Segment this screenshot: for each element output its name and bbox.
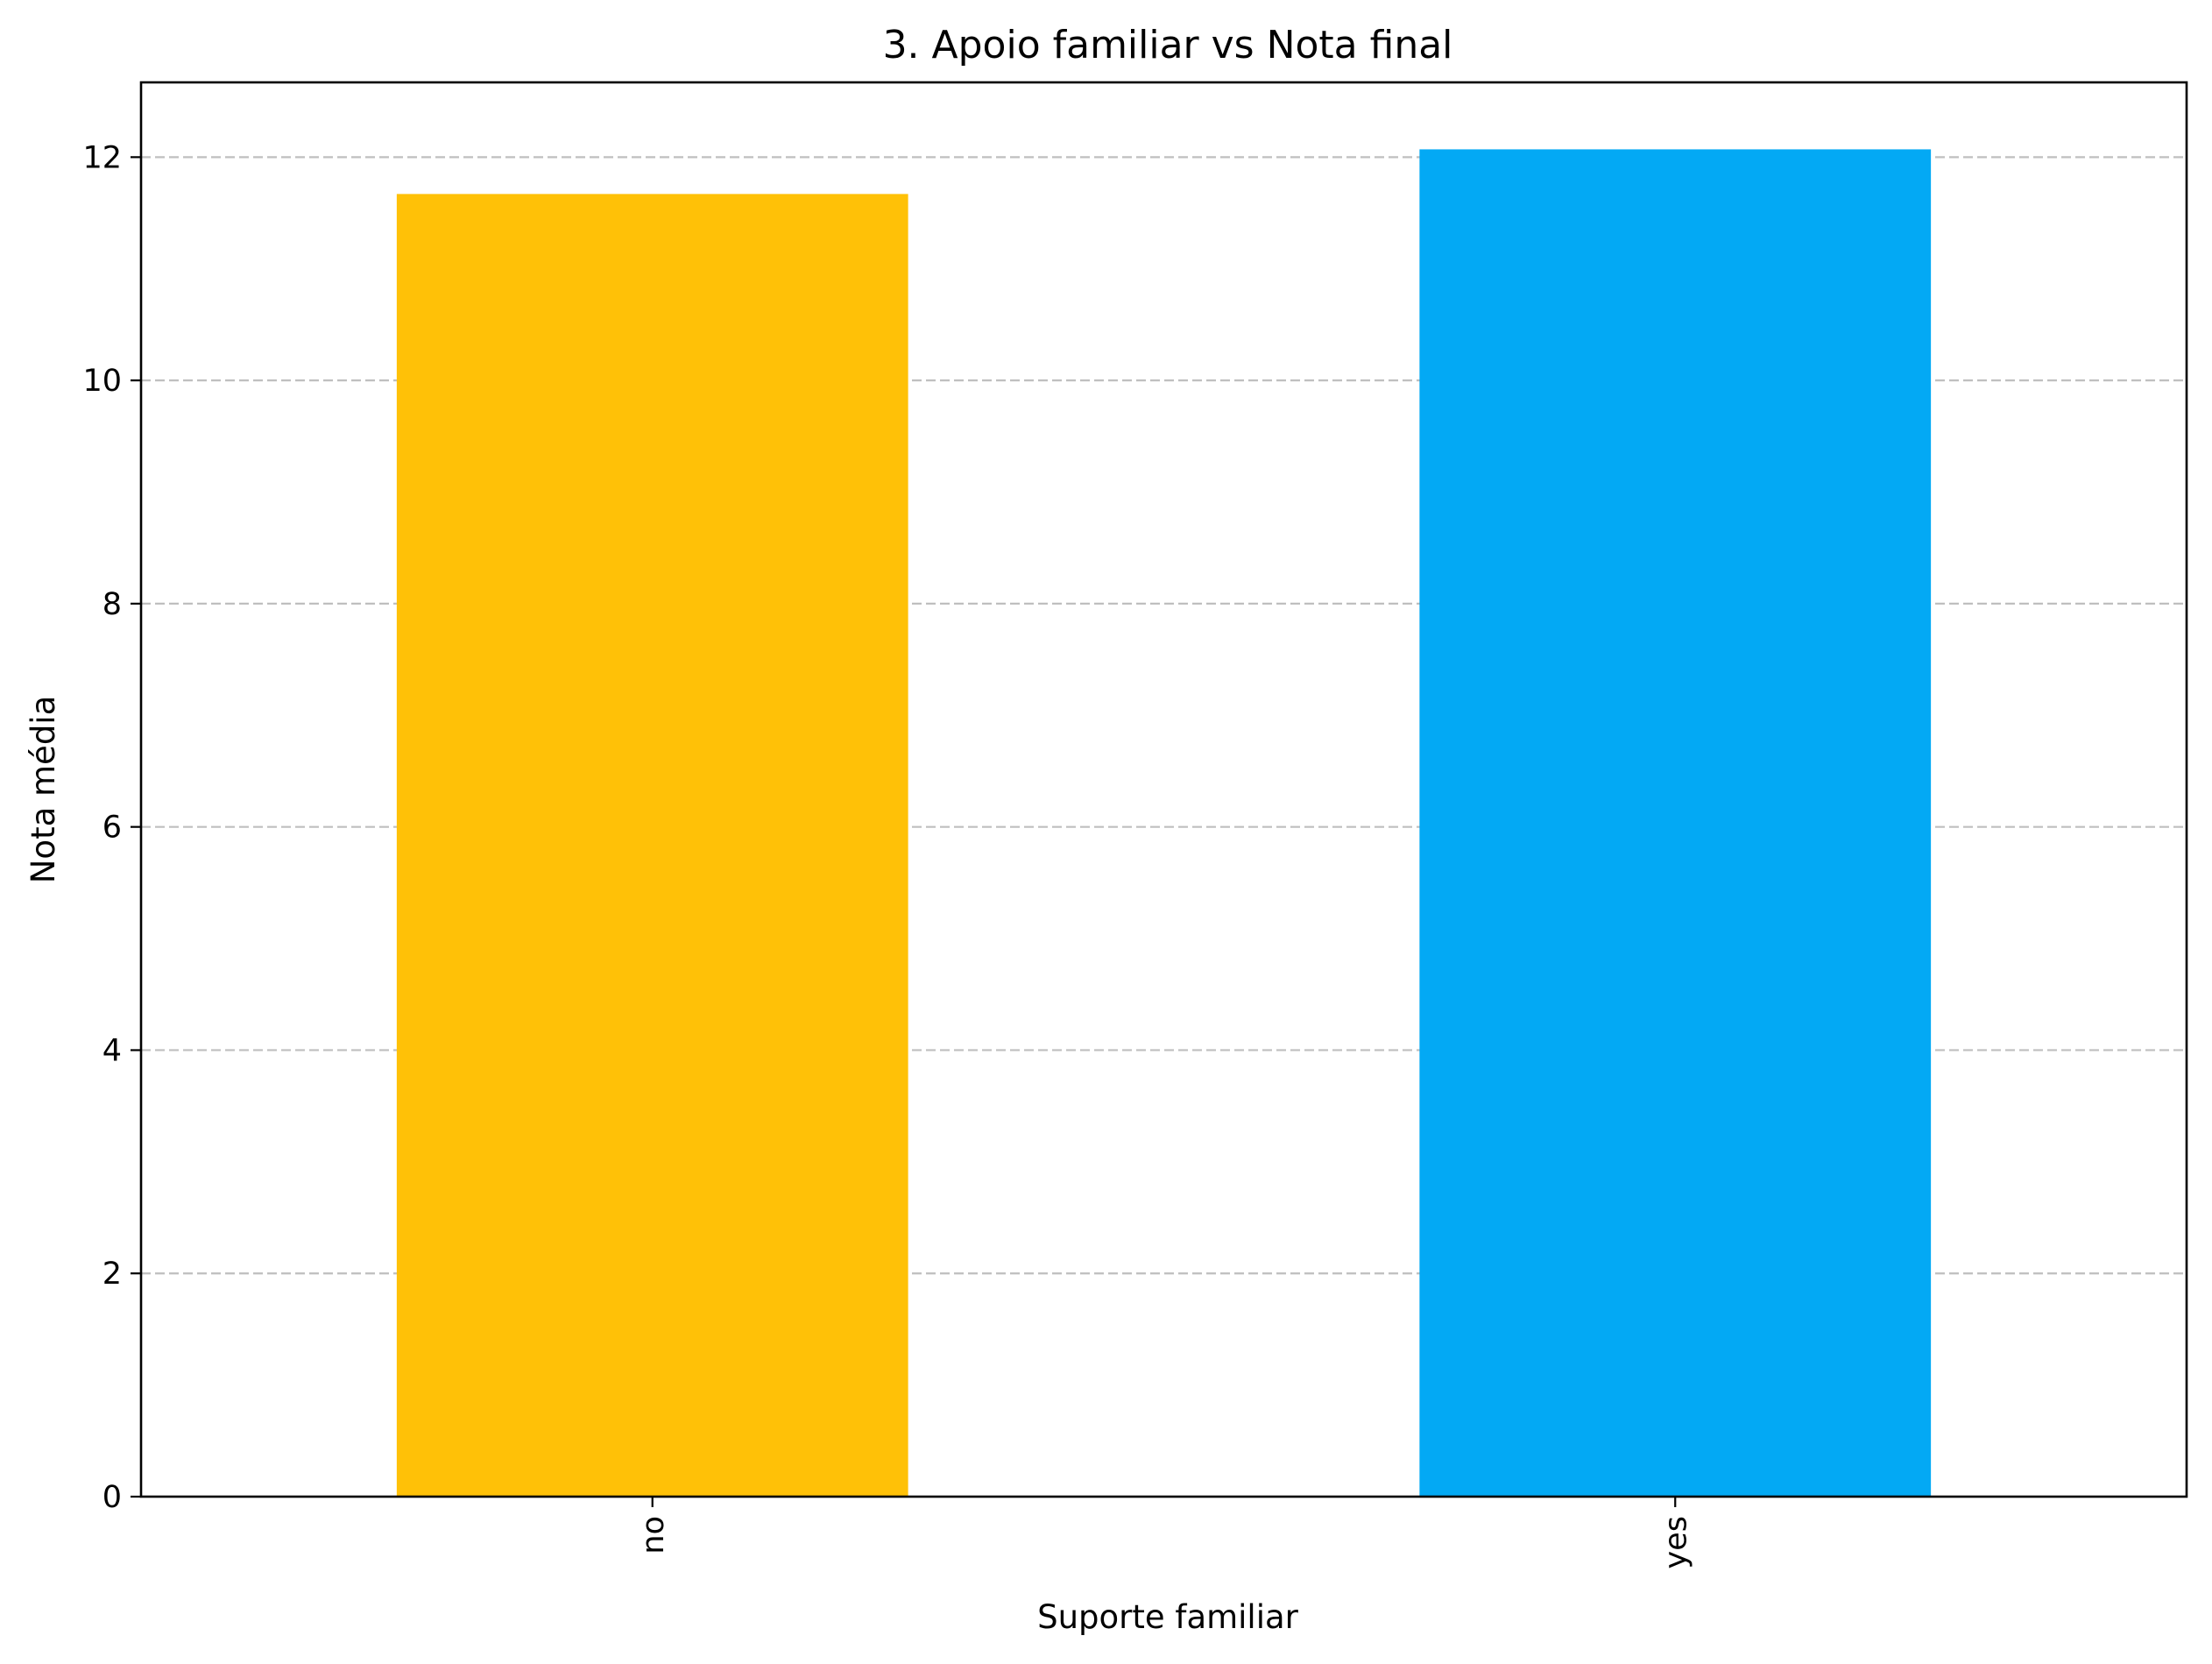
x-axis-label: Suporte familiar <box>1037 1598 1299 1636</box>
y-tick-label-2: 2 <box>102 1257 122 1292</box>
plot-frame <box>139 81 2188 1498</box>
x-tick-label-no: no <box>636 1516 671 1554</box>
x-tick-label-yes: yes <box>1658 1516 1693 1568</box>
y-tick-label-8: 8 <box>102 587 122 622</box>
y-axis-label: Nota média <box>25 696 62 884</box>
bars <box>396 149 1932 1498</box>
y-tick-label-6: 6 <box>102 811 122 846</box>
y-axis-ticks: 0 2 4 6 8 10 12 <box>82 140 141 1515</box>
y-tick-label-0: 0 <box>102 1480 122 1515</box>
y-tick-label-10: 10 <box>82 364 122 399</box>
bar-no <box>396 194 908 1497</box>
y-tick-label-4: 4 <box>102 1033 122 1068</box>
chart-title: 3. Apoio familiar vs Nota final <box>883 23 1453 67</box>
x-axis-ticks: no yes <box>636 1497 1693 1568</box>
bar-yes <box>1419 149 1932 1498</box>
y-tick-label-12: 12 <box>82 140 122 175</box>
